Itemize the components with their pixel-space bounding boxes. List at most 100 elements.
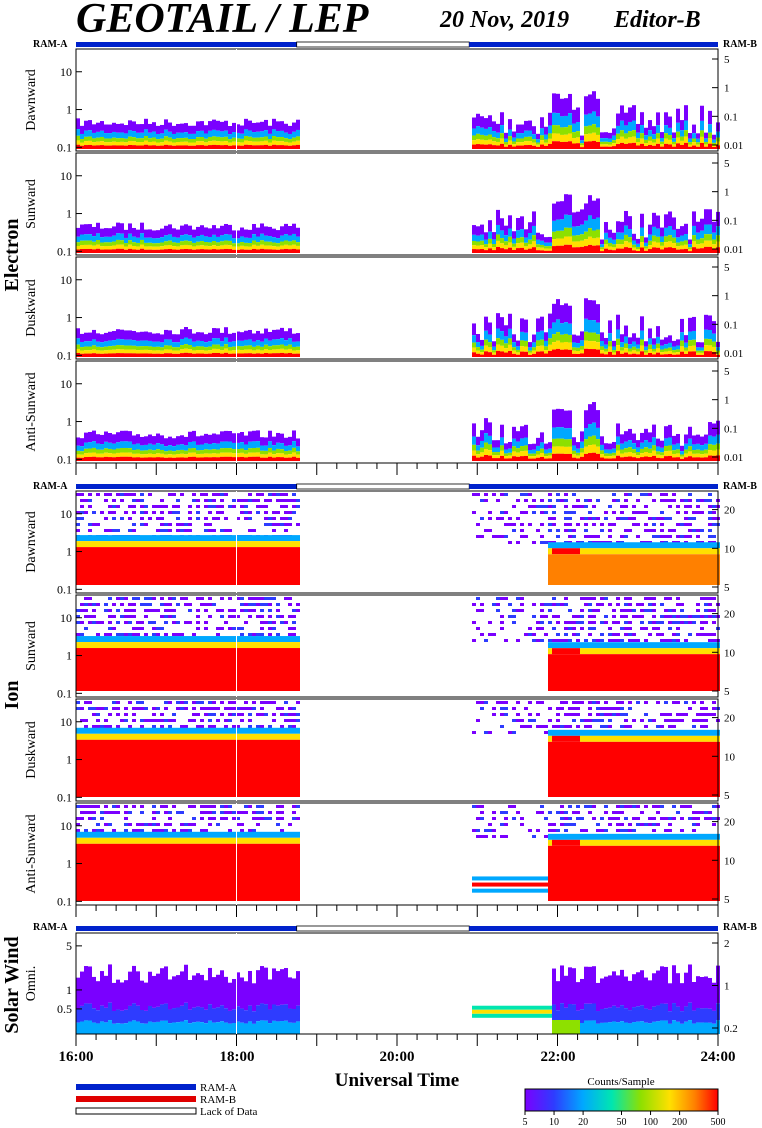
spectrogram-cell bbox=[652, 354, 656, 357]
spectrogram-cell bbox=[292, 493, 296, 496]
spectrogram-cell bbox=[108, 448, 112, 454]
spectrogram-cell bbox=[216, 517, 220, 520]
spectrogram-cell bbox=[672, 354, 676, 357]
spectrogram-cell bbox=[160, 837, 164, 844]
spectrogram-cell bbox=[156, 133, 160, 140]
spectrogram-cell bbox=[492, 440, 496, 448]
spectrogram-cell bbox=[168, 719, 172, 722]
spectrogram-cell bbox=[280, 707, 284, 710]
y-right-tick-label: 5 bbox=[724, 366, 730, 378]
spectrogram-cell bbox=[244, 457, 248, 461]
spectrogram-cell bbox=[244, 541, 248, 548]
spectrogram-cell bbox=[180, 535, 184, 542]
spectrogram-cell bbox=[280, 443, 284, 450]
spectrogram-cell bbox=[500, 230, 504, 239]
spectrogram-cell bbox=[556, 141, 560, 149]
spectrogram-cell bbox=[480, 352, 484, 355]
spectrogram-cell bbox=[704, 246, 708, 253]
spectrogram-cell bbox=[148, 434, 152, 444]
spectrogram-cell bbox=[148, 123, 152, 133]
spectrogram-cell bbox=[292, 719, 296, 722]
spectrogram-cell bbox=[712, 221, 716, 233]
spectrogram-cell bbox=[84, 120, 88, 131]
spectrogram-cell bbox=[84, 739, 88, 797]
spectrogram-cell bbox=[124, 727, 128, 734]
spectrogram-cell bbox=[208, 603, 212, 606]
spectrogram-cell bbox=[612, 707, 616, 710]
spectrogram-cell bbox=[216, 823, 220, 826]
spectrogram-cell bbox=[112, 443, 116, 450]
spectrogram-cell bbox=[248, 725, 252, 728]
spectrogram-cell bbox=[192, 456, 196, 461]
spectrogram-cell bbox=[176, 511, 180, 514]
spectrogram-cell bbox=[616, 244, 620, 249]
spectrogram-cell bbox=[500, 597, 504, 600]
spectrogram-cell bbox=[704, 144, 708, 147]
spectrogram-cell bbox=[608, 242, 612, 247]
spectrogram-cell bbox=[704, 597, 708, 600]
spectrogram-cell bbox=[76, 135, 80, 141]
spectrogram-cell bbox=[588, 320, 592, 333]
y-right-tick-label: 10 bbox=[724, 647, 736, 659]
spectrogram-cell bbox=[88, 140, 92, 145]
spectrogram-cell bbox=[688, 340, 692, 347]
spectrogram-cell bbox=[672, 529, 676, 532]
spectrogram-cell bbox=[124, 719, 128, 722]
spectrogram-cell bbox=[612, 239, 616, 245]
spectrogram-cell bbox=[552, 112, 556, 126]
spectrogram-cell bbox=[288, 603, 292, 606]
spectrogram-cell bbox=[480, 447, 484, 453]
spectrogram-cell bbox=[576, 554, 580, 585]
spectrogram-cell bbox=[620, 248, 624, 253]
spectrogram-cell bbox=[480, 517, 484, 520]
spectrogram-cell bbox=[596, 141, 600, 149]
spectrogram-cell bbox=[500, 112, 504, 126]
spectrogram-cell bbox=[700, 142, 704, 149]
spectrogram-cell bbox=[616, 603, 620, 606]
spectrogram-cell bbox=[100, 642, 104, 649]
spectrogram-cell bbox=[232, 243, 236, 247]
spectrogram-cell bbox=[228, 535, 232, 542]
spectrogram-cell bbox=[188, 733, 192, 740]
spectrogram-cell bbox=[504, 535, 508, 538]
spectrogram-cell bbox=[668, 597, 672, 600]
spectrogram-cell bbox=[280, 615, 284, 618]
spectrogram-cell bbox=[556, 499, 560, 502]
spectrogram-cell bbox=[156, 350, 160, 354]
spectrogram-cell bbox=[668, 741, 672, 797]
spectrogram-cell bbox=[292, 633, 296, 636]
spectrogram-cell bbox=[276, 648, 280, 691]
spectrogram-cell bbox=[228, 224, 232, 235]
spectrogram-cell bbox=[700, 741, 704, 797]
spectrogram-cell bbox=[156, 823, 160, 826]
spectrogram-cell bbox=[624, 210, 628, 226]
spectrogram-cell bbox=[256, 805, 260, 808]
spectrogram-cell bbox=[184, 603, 188, 606]
spectrogram-cell bbox=[648, 249, 652, 253]
spectrogram-cell bbox=[676, 654, 680, 691]
spectrogram-cell bbox=[148, 739, 152, 797]
spectrogram-cell bbox=[228, 249, 232, 253]
spectrogram-cell bbox=[228, 350, 232, 354]
spectrogram-cell bbox=[276, 145, 280, 149]
spectrogram-cell bbox=[88, 621, 92, 624]
spectrogram-cell bbox=[176, 342, 180, 348]
spectrogram-cell bbox=[212, 831, 216, 838]
spectrogram-cell bbox=[252, 701, 256, 704]
spectrogram-cell bbox=[160, 541, 164, 548]
spectrogram-cell bbox=[588, 729, 592, 736]
spectrogram-cell bbox=[500, 621, 504, 624]
spectrogram-cell bbox=[612, 232, 616, 240]
spectrogram-cell bbox=[696, 144, 700, 147]
spectrogram-cell bbox=[116, 733, 120, 740]
spectrogram-cell bbox=[548, 707, 552, 710]
spectrogram-cell bbox=[92, 739, 96, 797]
spectrogram-cell bbox=[688, 523, 692, 526]
spectrogram-cell bbox=[596, 198, 600, 218]
spectrogram-cell bbox=[548, 642, 552, 649]
spectrogram-cell bbox=[248, 229, 252, 238]
spectrogram-cell bbox=[524, 493, 528, 496]
spectrogram-cell bbox=[100, 434, 104, 445]
spectrogram-cell bbox=[260, 609, 264, 612]
spectrogram-cell bbox=[100, 829, 104, 832]
